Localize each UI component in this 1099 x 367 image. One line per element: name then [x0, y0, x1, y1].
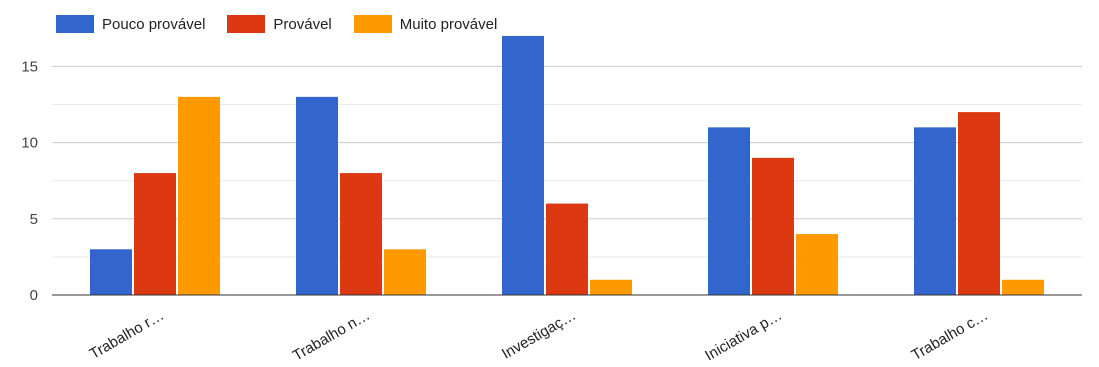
x-tick-label: Iniciativa p…	[702, 307, 785, 365]
x-tick-label: Trabalho n…	[290, 307, 373, 365]
y-tick-label: 5	[30, 211, 38, 228]
legend-item-muito-provavel[interactable]: Muito provável	[353, 15, 498, 33]
legend-label-provavel: Provável	[273, 15, 332, 33]
legend-swatch-pouco-provavel	[56, 15, 94, 33]
bar[interactable]	[590, 279, 632, 295]
legend-swatch-muito-provavel	[353, 15, 392, 33]
legend-item-provavel[interactable]: Provável	[227, 15, 332, 33]
bar[interactable]	[384, 249, 426, 295]
bar[interactable]	[296, 96, 338, 295]
bar[interactable]	[340, 173, 382, 295]
bar[interactable]	[796, 234, 838, 295]
bar[interactable]	[546, 203, 588, 295]
bar[interactable]	[134, 173, 176, 295]
bar[interactable]	[914, 127, 956, 295]
x-axis: Trabalho r… Trabalho n… Investigaç… Iniciat…	[87, 307, 991, 365]
bar[interactable]	[958, 112, 1000, 296]
legend-label-pouco-provavel: Pouco provável	[102, 15, 206, 33]
chart-legend: Pouco provável Provável Muito provável	[56, 12, 519, 36]
y-tick-label: 15	[21, 58, 38, 75]
bar[interactable]	[90, 249, 132, 295]
bar[interactable]	[178, 96, 220, 295]
bar[interactable]	[708, 127, 750, 295]
bar[interactable]	[752, 157, 794, 295]
bar[interactable]	[502, 35, 544, 296]
legend-swatch-provavel	[227, 15, 266, 33]
legend-label-muito-provavel: Muito provável	[399, 15, 498, 33]
legend-item-pouco-provavel[interactable]: Pouco provável	[56, 15, 205, 33]
bar[interactable]	[1002, 279, 1044, 295]
x-tick-label: Trabalho c…	[909, 307, 991, 364]
bars	[90, 35, 1044, 296]
y-axis: 0 5 10 15	[21, 58, 38, 304]
y-tick-label: 10	[21, 135, 38, 152]
x-tick-label: Investigaç…	[499, 307, 579, 363]
gridlines	[52, 65, 1082, 258]
y-tick-label: 0	[30, 287, 38, 304]
x-tick-label: Trabalho r…	[87, 307, 167, 363]
